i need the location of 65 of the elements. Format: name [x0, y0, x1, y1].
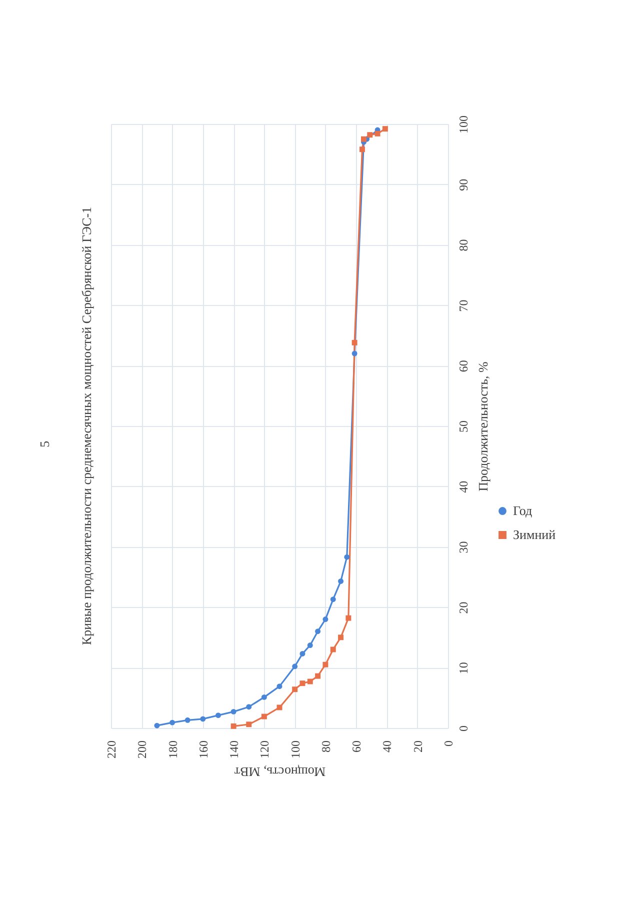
point: [330, 596, 336, 602]
point: [374, 130, 380, 136]
point: [200, 716, 206, 722]
text: Кривые продолжительности среднемесячных мощностей Серебрянской ГЭС-1: [79, 206, 94, 646]
point: [322, 662, 328, 668]
point: [361, 136, 366, 142]
x-tick-label: 80: [318, 740, 333, 752]
point: [246, 704, 252, 710]
point: [276, 704, 282, 710]
x-tick-label: 140: [227, 740, 242, 758]
point: [338, 634, 344, 640]
x-tick-label: 60: [350, 740, 364, 752]
y-tick-label: 90: [456, 178, 470, 191]
point: [338, 578, 344, 584]
x-tick-label: 20: [410, 740, 425, 752]
point: [154, 722, 160, 728]
point: [215, 712, 221, 718]
point: [261, 694, 267, 700]
point: [276, 684, 282, 690]
point: [315, 628, 321, 634]
y-tick-label: 40: [456, 480, 470, 493]
x-axis-title: Мощность, МВт: [234, 764, 326, 780]
point: [246, 722, 252, 728]
y-tick-label: 70: [456, 300, 470, 312]
point: [307, 678, 313, 684]
point: [292, 686, 298, 692]
x-tick-label: 100: [288, 740, 302, 758]
point: [322, 616, 328, 622]
point: [344, 554, 350, 560]
x-tick-label: 120: [258, 740, 272, 758]
point: [346, 615, 352, 621]
y-tick-label: 60: [456, 360, 470, 372]
point: [300, 680, 306, 686]
y-tick-label: 0: [456, 726, 470, 732]
text: 5: [37, 440, 52, 448]
x-tick-label: 220: [104, 740, 118, 758]
point: [352, 340, 358, 346]
x-tick-label: 40: [380, 740, 394, 752]
y-tick-label: 10: [456, 662, 470, 674]
point: [261, 714, 267, 720]
point: [330, 646, 336, 652]
point: [352, 350, 358, 356]
point: [184, 717, 190, 723]
x-tick-label: 200: [135, 740, 150, 758]
point: [367, 132, 373, 138]
point: [307, 642, 313, 648]
y-tick-label: 100: [456, 116, 470, 134]
y-tick-label: 30: [456, 541, 470, 554]
legend-label: Зимний: [513, 527, 556, 542]
point: [230, 723, 236, 729]
x-tick-label: 0: [442, 740, 456, 746]
point: [292, 664, 298, 670]
point: [359, 146, 365, 152]
y-tick-label: 50: [456, 420, 470, 432]
legend-label: Год: [513, 503, 532, 518]
y-axis-title: Продолжительность, %: [476, 361, 490, 492]
x-tick-label: 160: [196, 740, 210, 758]
point: [300, 650, 306, 656]
x-tick-label: 180: [166, 740, 180, 758]
y-tick-label: 20: [456, 602, 470, 614]
y-tick-label: 80: [456, 239, 470, 252]
point: [170, 720, 176, 726]
point: [315, 673, 321, 679]
point: [382, 126, 388, 132]
point: [230, 708, 236, 714]
